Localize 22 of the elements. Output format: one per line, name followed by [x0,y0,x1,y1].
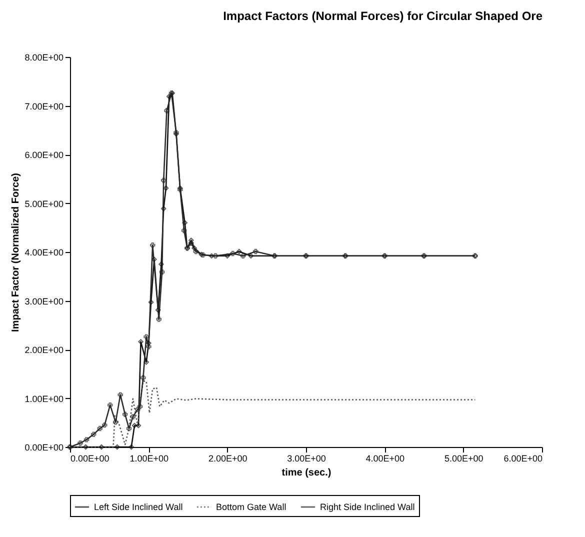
y-tick-label: 6.00E+00 [24,150,64,160]
chart-title: Impact Factors (Normal Forces) for Circular Shaped Ore [223,9,543,23]
x-tick-label: 5.00E+00 [444,454,484,464]
x-tick-label: 4.00E+00 [366,454,405,464]
y-tick-label: 0.00E+00 [24,442,64,452]
legend-label: Left Side Inclined Wall [94,502,183,512]
y-tick-label: 4.00E+00 [24,248,64,258]
y-tick-label: 3.00E+00 [24,296,64,306]
legend-label: Bottom Gate Wall [216,502,286,512]
y-axis-title: Impact Factor (Normalized Force) [10,173,22,332]
x-tick-label: 1.00E+00 [130,454,169,464]
y-tick-label: 7.00E+00 [24,101,64,112]
x-tick-label: 2.00E+00 [208,454,248,464]
legend-label: Right Side Inclined Wall [320,502,415,512]
y-tick-label: 5.00E+00 [24,198,64,209]
x-axis-title: time (sec.) [282,468,332,478]
x-tick-label: 3.00E+00 [287,454,326,464]
x-tick-label: 6.00E+00 [504,454,542,464]
y-tick-label: 2.00E+00 [24,345,64,355]
y-tick-label: 1.00E+00 [24,394,64,404]
x-tick-label: 0.00E+00 [70,454,110,464]
y-tick-label: 8.00E+00 [24,52,64,62]
